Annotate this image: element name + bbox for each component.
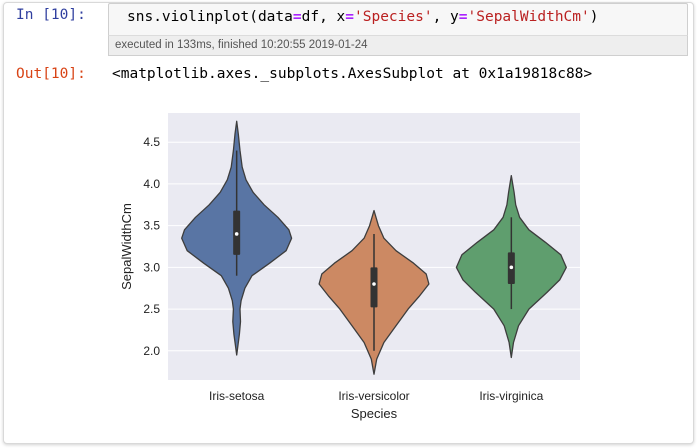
iqr-box xyxy=(370,267,378,308)
code-operator: = xyxy=(292,9,302,25)
y-tick-label: 4.0 xyxy=(143,177,160,191)
y-tick-label: 2.5 xyxy=(143,302,160,316)
input-prompt: In [10]: xyxy=(16,7,86,23)
code-operator: = xyxy=(345,9,354,25)
x-tick-label: Iris-versicolor xyxy=(338,389,409,403)
median-marker xyxy=(372,282,376,286)
code-operator: = xyxy=(458,9,468,25)
median-marker xyxy=(234,232,239,236)
code-string: 'SepalWidthCm' xyxy=(467,9,590,25)
x-tick-label: Iris-virginica xyxy=(479,389,543,403)
code-func: sns.violinplot(data xyxy=(127,9,293,25)
x-tick-label: Iris-setosa xyxy=(209,389,265,403)
output-prompt: Out[10]: xyxy=(16,66,86,82)
code-editor[interactable]: sns.violinplot(data=df, x='Species', y='… xyxy=(108,3,688,35)
code-arg: , y xyxy=(432,9,459,25)
code-line[interactable]: sns.violinplot(data=df, x='Species', y='… xyxy=(127,9,598,25)
execution-info: executed in 133ms, finished 10:20:55 201… xyxy=(108,35,688,56)
y-tick-label: 3.5 xyxy=(143,219,160,233)
code-string: 'Species' xyxy=(354,9,433,25)
y-tick-label: 2.0 xyxy=(143,344,160,358)
code-arg: df, x xyxy=(301,9,346,25)
y-tick-label: 3.0 xyxy=(143,260,160,274)
output-text: <matplotlib.axes._subplots.AxesSubplot a… xyxy=(112,66,593,82)
x-axis-label: Species xyxy=(351,406,398,421)
median-marker xyxy=(509,265,514,270)
y-axis-label: SepalWidthCm xyxy=(119,203,134,290)
y-tick-label: 4.5 xyxy=(143,135,160,149)
code-close: ) xyxy=(589,9,599,25)
